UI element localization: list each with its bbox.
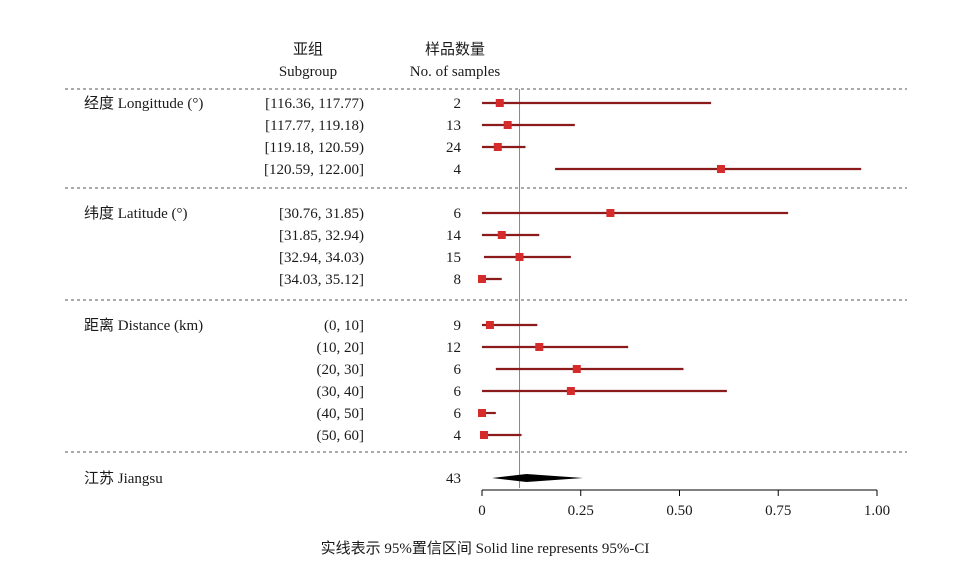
group-label: 经度 Longittude (°)	[84, 95, 203, 112]
point-estimate	[497, 231, 506, 239]
row-interval: [117.77, 119.18)	[265, 118, 364, 134]
point-estimate	[606, 209, 615, 217]
point-estimate	[493, 143, 502, 151]
row-n: 6	[454, 384, 462, 400]
overall-label: 江苏 Jiangsu	[84, 470, 163, 487]
point-estimate	[535, 343, 544, 351]
header-samples-cn: 样品数量	[425, 41, 485, 58]
header-subgroup-cn: 亚组	[293, 41, 323, 58]
row-interval: (30, 40]	[317, 384, 365, 400]
row-n: 13	[446, 118, 461, 134]
point-estimate	[503, 121, 512, 129]
row-n: 24	[446, 140, 462, 156]
x-tick-label: 0.25	[568, 503, 594, 519]
group-label: 纬度 Latitude (°)	[84, 205, 187, 222]
row-interval: [120.59, 122.00]	[264, 162, 364, 178]
x-tick-label: 0.50	[666, 503, 692, 519]
header-subgroup-en: Subgroup	[279, 64, 337, 80]
overall-diamond	[492, 474, 584, 482]
row-n: 9	[454, 318, 462, 334]
row-n: 2	[454, 96, 462, 112]
point-estimate	[478, 275, 486, 283]
point-estimate	[572, 365, 581, 373]
overall-n: 43	[446, 471, 461, 487]
row-interval: (20, 30]	[317, 362, 365, 378]
row-n: 6	[454, 206, 462, 222]
group-label: 距离 Distance (km)	[84, 317, 203, 334]
caption: 实线表示 95%置信区间 Solid line represents 95%-C…	[321, 540, 650, 557]
header-samples-en: No. of samples	[410, 64, 501, 80]
point-estimate	[479, 431, 488, 439]
header: 亚组 Subgroup 样品数量 No. of samples	[279, 41, 501, 80]
row-interval: (10, 20]	[317, 340, 365, 356]
point-estimate	[716, 165, 725, 173]
row-interval: [30.76, 31.85)	[279, 206, 364, 222]
row-interval: [116.36, 117.77)	[265, 96, 364, 112]
point-estimate	[478, 409, 486, 417]
point-estimate	[515, 253, 524, 261]
x-tick-label: 0.75	[765, 503, 791, 519]
point-estimate	[495, 99, 504, 107]
row-n: 12	[446, 340, 461, 356]
row-interval: [34.03, 35.12]	[279, 272, 364, 288]
point-estimate	[566, 387, 575, 395]
plot-layer: 经度 Longittude (°) [116.36, 117.77) 2 [117.7…	[65, 88, 907, 519]
row-interval: [31.85, 32.94)	[279, 228, 364, 244]
row-interval: [32.94, 34.03)	[279, 250, 364, 266]
row-interval: (40, 50]	[317, 406, 365, 422]
row-interval: (0, 10]	[324, 318, 364, 334]
x-tick-label: 0	[478, 503, 486, 519]
row-n: 8	[454, 272, 462, 288]
row-n: 4	[454, 428, 462, 444]
row-n: 14	[446, 228, 462, 244]
row-n: 6	[454, 362, 462, 378]
row-n: 15	[446, 250, 461, 266]
row-n: 6	[454, 406, 462, 422]
x-tick-label: 1.00	[864, 503, 890, 519]
row-interval: (50, 60]	[317, 428, 365, 444]
point-estimate	[485, 321, 494, 329]
row-interval: [119.18, 120.59)	[265, 140, 364, 156]
row-n: 4	[454, 162, 462, 178]
